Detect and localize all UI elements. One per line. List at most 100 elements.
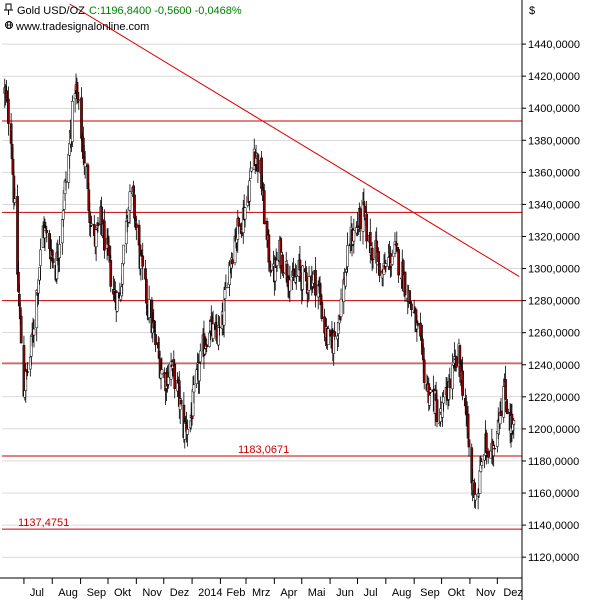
candle-body	[90, 223, 93, 226]
candle	[88, 202, 92, 236]
y-tick-label: 1160,0000	[528, 488, 579, 500]
candle-body	[7, 98, 10, 124]
candle-body	[109, 259, 113, 287]
candle-body	[512, 420, 516, 425]
candle-body	[173, 364, 177, 389]
x-tick-label: 2014	[198, 587, 222, 599]
candle	[384, 259, 388, 273]
candle	[352, 218, 356, 254]
candle-body	[61, 210, 65, 220]
candle	[11, 147, 15, 178]
candle	[83, 151, 87, 179]
candle	[198, 357, 201, 394]
candle-body	[352, 230, 356, 242]
candle-body	[451, 364, 454, 390]
y-tick-label: 1220,0000	[528, 392, 580, 404]
candle	[307, 266, 311, 300]
candle-body	[243, 207, 247, 220]
candle	[86, 162, 90, 190]
y-tick-label: 1280,0000	[528, 296, 580, 308]
candle-body	[179, 400, 183, 405]
candle	[109, 245, 113, 293]
candle	[198, 343, 202, 365]
candle-body	[64, 181, 68, 183]
candle-body	[18, 293, 21, 307]
candle	[77, 99, 81, 110]
x-tick-label: Okt	[448, 587, 465, 599]
y-tick-label: 1180,0000	[528, 456, 579, 468]
candle-body	[326, 328, 330, 345]
candle	[250, 167, 253, 173]
candle	[160, 357, 164, 375]
candle	[32, 319, 36, 348]
candle	[365, 200, 368, 249]
candle	[94, 229, 98, 262]
x-tick-label: Aug	[392, 587, 412, 599]
candle-body	[506, 408, 509, 414]
candle	[223, 282, 227, 312]
candle-body	[39, 249, 42, 266]
candle-body	[17, 271, 20, 292]
candle	[442, 389, 445, 412]
candle-body	[419, 322, 422, 337]
candle-body	[192, 384, 196, 393]
candle-body	[480, 461, 484, 466]
candle	[39, 238, 42, 281]
candle-body	[474, 494, 477, 501]
candle-body	[416, 322, 420, 326]
candle-body	[115, 292, 119, 312]
candle	[256, 153, 260, 184]
candle-body	[429, 389, 432, 393]
x-tick-label: Nov	[142, 587, 162, 599]
candle	[314, 257, 317, 308]
candle-body	[145, 279, 148, 304]
candle	[474, 483, 477, 509]
chart-symbol: Gold USD/OZ	[17, 5, 85, 17]
y-tick-label: 1320,0000	[528, 231, 580, 243]
source-link[interactable]: www.tradesignalonline.com	[15, 21, 149, 33]
candle	[288, 265, 292, 303]
y-tick-label: 1200,0000	[528, 424, 580, 436]
candle-body	[128, 191, 132, 211]
candle-body	[198, 363, 201, 382]
trend-line[interactable]	[69, 3, 520, 277]
candle-body	[371, 258, 375, 261]
candle-body	[403, 271, 407, 296]
candle-body	[237, 217, 241, 227]
candle-body	[205, 344, 209, 348]
candle	[506, 398, 509, 415]
candle	[408, 290, 411, 304]
candle-body	[442, 396, 445, 404]
candle	[51, 249, 55, 269]
candle	[371, 258, 375, 269]
candle	[320, 293, 324, 322]
y-tick-label: 1260,0000	[528, 328, 580, 340]
candle	[378, 255, 381, 283]
candle	[493, 444, 496, 450]
candle	[301, 264, 305, 302]
candle-body	[390, 256, 394, 265]
candle-body	[224, 287, 228, 289]
candle-body	[370, 247, 374, 261]
candle	[166, 364, 170, 389]
x-tick-label: Jul	[364, 587, 378, 599]
candle-body	[133, 194, 136, 219]
candle	[492, 441, 496, 467]
candle	[147, 285, 151, 324]
y-tick-label: 1400,0000	[528, 103, 580, 115]
pin-icon[interactable]	[4, 3, 13, 15]
candle-body	[58, 244, 61, 259]
candle-body	[211, 323, 215, 339]
candle	[435, 389, 439, 428]
candle-body	[504, 379, 507, 400]
candle	[275, 251, 279, 272]
y-tick-label: 1440,0000	[528, 39, 580, 51]
candle-body	[466, 413, 470, 439]
candle-body	[35, 290, 39, 329]
candle	[429, 387, 432, 395]
candle-body	[461, 370, 464, 396]
candle-body	[339, 298, 343, 317]
candle-body	[410, 303, 413, 310]
candle	[103, 209, 106, 259]
candle-body	[333, 331, 337, 337]
